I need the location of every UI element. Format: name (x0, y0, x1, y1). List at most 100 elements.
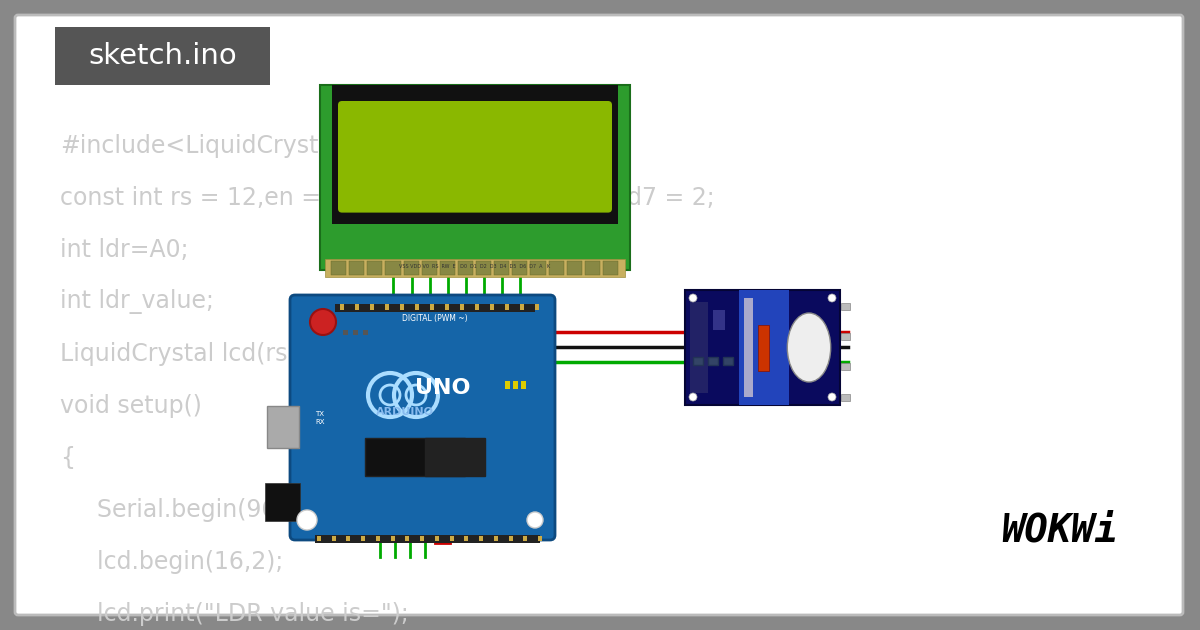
Bar (505, 304, 509, 310)
Bar (512, 261, 527, 275)
Bar (320, 85, 630, 270)
Bar (391, 536, 395, 541)
Bar (335, 304, 535, 312)
Bar (713, 310, 725, 330)
Bar (439, 261, 455, 275)
Circle shape (527, 512, 542, 528)
Bar (364, 330, 368, 335)
FancyBboxPatch shape (338, 101, 612, 212)
Bar (494, 261, 509, 275)
Bar (353, 330, 358, 335)
Ellipse shape (787, 313, 830, 382)
Bar (420, 536, 424, 541)
Text: const int rs = 12,en = 11,d4 = 5,d5 = 4,d6 = 3,d7 = 2;: const int rs = 12,en = 11,d4 = 5,d5 = 4,… (60, 186, 715, 210)
Bar (514, 381, 518, 389)
Bar (538, 536, 542, 541)
Text: #include<LiquidCrystal.h>: #include<LiquidCrystal.h> (60, 134, 382, 158)
Text: int ldr_value;: int ldr_value; (60, 290, 214, 314)
Bar (425, 438, 485, 476)
Bar (509, 536, 512, 541)
Text: int ldr=A0;: int ldr=A0; (60, 238, 188, 262)
Text: UNO: UNO (415, 378, 470, 398)
Bar (367, 261, 383, 275)
Bar (434, 536, 439, 541)
Bar (445, 304, 449, 310)
Bar (476, 261, 491, 275)
Text: {: { (60, 446, 74, 470)
Circle shape (828, 294, 836, 302)
Bar (458, 261, 473, 275)
Text: VSS VDD V0  RS  RW  E   D0  D1  D2  D3  D4  D5  D6  D7  A   K: VSS VDD V0 RS RW E D0 D1 D2 D3 D4 D5 D6 … (400, 265, 551, 270)
Circle shape (689, 294, 697, 302)
Bar (841, 363, 850, 370)
Bar (548, 261, 564, 275)
Bar (365, 438, 466, 476)
Bar (479, 536, 484, 541)
Bar (505, 381, 510, 389)
Bar (317, 536, 322, 541)
Bar (265, 483, 300, 521)
Bar (841, 303, 850, 310)
Bar (566, 261, 582, 275)
Bar (758, 324, 769, 370)
Bar (385, 304, 389, 310)
FancyBboxPatch shape (14, 15, 1183, 615)
Bar (361, 536, 365, 541)
Text: lcd.begin(16,2);: lcd.begin(16,2); (82, 550, 283, 574)
Bar (694, 357, 703, 365)
Bar (376, 536, 380, 541)
Text: Serial.begin(9600);: Serial.begin(9600); (82, 498, 323, 522)
Bar (55, 27, 270, 85)
Text: void setup(): void setup() (60, 394, 202, 418)
Bar (331, 261, 346, 275)
Bar (400, 304, 404, 310)
Text: lcd.print("LDR value is=");: lcd.print("LDR value is="); (82, 602, 409, 626)
Bar (530, 261, 546, 275)
Text: ARDUINO: ARDUINO (376, 407, 434, 417)
Bar (475, 304, 479, 310)
Bar (584, 261, 600, 275)
Bar (685, 290, 840, 405)
Bar (722, 357, 733, 365)
Bar (385, 261, 401, 275)
Bar (602, 261, 618, 275)
Circle shape (310, 309, 336, 335)
Bar (739, 290, 788, 405)
Bar (460, 304, 464, 310)
Bar (521, 381, 526, 389)
Bar (415, 304, 419, 310)
Bar (450, 536, 454, 541)
Bar (331, 536, 336, 541)
Text: LiquidCrystal lcd(rs,en,d4,d5,d6,d7);: LiquidCrystal lcd(rs,en,d4,d5,d6,d7); (60, 342, 491, 366)
FancyBboxPatch shape (290, 295, 554, 540)
Bar (332, 85, 618, 224)
Bar (325, 259, 625, 277)
Bar (464, 536, 468, 541)
Bar (744, 298, 754, 397)
Bar (523, 536, 527, 541)
Bar (708, 357, 718, 365)
Bar (494, 536, 498, 541)
Bar (355, 304, 359, 310)
Bar (347, 536, 350, 541)
Text: TX
RX: TX RX (314, 411, 324, 425)
Bar (841, 394, 850, 401)
Bar (340, 304, 344, 310)
Text: DIGITAL (PWM ~): DIGITAL (PWM ~) (402, 314, 468, 323)
Bar (490, 304, 494, 310)
Text: sketch.ino: sketch.ino (89, 42, 238, 70)
Circle shape (828, 393, 836, 401)
Bar (403, 261, 419, 275)
Bar (343, 330, 348, 335)
Bar (266, 406, 299, 448)
Bar (520, 304, 524, 310)
Text: WOKWi: WOKWi (1002, 511, 1118, 549)
Bar (430, 304, 434, 310)
Bar (690, 302, 708, 393)
Bar (314, 535, 540, 543)
Bar (421, 261, 437, 275)
Circle shape (689, 393, 697, 401)
Bar (349, 261, 365, 275)
Bar (841, 333, 850, 340)
Bar (370, 304, 374, 310)
